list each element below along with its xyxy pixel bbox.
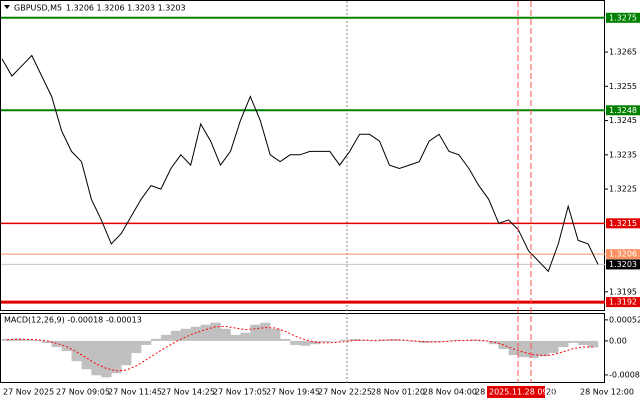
x-tick-label: 20 (546, 388, 556, 397)
macd-bar (250, 324, 261, 341)
cursor-label-box (487, 386, 545, 398)
macd-bar (548, 340, 559, 354)
x-tick-label: 27 Nov 2025 (3, 388, 54, 397)
macd-bar (210, 322, 221, 341)
y-tick-label: 1.3195 (609, 287, 637, 296)
macd-panel-border (0, 313, 605, 383)
level-label-box (606, 297, 640, 308)
macd-bar (61, 340, 72, 352)
x-tick-label: 28 Nov 01:20 (371, 388, 425, 397)
x-tick-label: 27 Nov 14:25 (161, 388, 215, 397)
y-tick-label: 1.3265 (609, 48, 637, 57)
macd-bar (409, 340, 420, 342)
chart-title: GBPUSD,M5 (14, 4, 62, 13)
macd-bar (11, 338, 23, 341)
macd-bar (41, 340, 52, 343)
x-tick-label: 27 Nov 09:05 (56, 388, 110, 397)
macd-bar (319, 340, 331, 343)
macd-bar (240, 332, 251, 341)
macd-bar (160, 334, 172, 341)
level-label: 1.3206 (609, 250, 637, 259)
symbol-icon (4, 5, 10, 9)
macd-bar (300, 340, 311, 346)
price-line (1, 54, 599, 273)
macd-bar (468, 339, 480, 341)
macd-bar (111, 340, 122, 374)
macd-bar (220, 328, 231, 341)
macd-bar (399, 340, 410, 342)
macd-bar (488, 340, 499, 345)
macd-bar (538, 340, 549, 357)
ohlc-values: 1.3206 1.3206 1.3203 1.3203 (66, 4, 186, 13)
level-label-box (606, 249, 640, 260)
macd-bar (280, 338, 291, 341)
y-tick-label: -0.00084 (609, 370, 640, 379)
macd-bar (478, 340, 490, 342)
macd-bar (359, 340, 370, 341)
level-label: 1.3275 (609, 13, 637, 22)
macd-bar (151, 338, 162, 341)
macd-title: MACD(12,26,9) -0.00018 -0.00013 (4, 316, 142, 325)
macd-bar (349, 338, 360, 341)
level-label-box (606, 259, 640, 270)
macd-bar (51, 340, 62, 347)
macd-bar (131, 340, 142, 354)
macd-bar (558, 340, 569, 347)
signal-line (6, 325, 593, 372)
macd-bar (260, 322, 271, 341)
x-tick-label: 27 Nov 19:45 (266, 388, 320, 397)
macd-bar (528, 340, 539, 358)
level-label: 1.3215 (609, 219, 637, 228)
y-tick-label: 1.3225 (609, 185, 637, 194)
y-tick-label: 0.00052 (609, 315, 640, 324)
macd-bar (290, 340, 301, 345)
level-label: 1.3203 (609, 260, 637, 269)
y-tick-label: 1.3255 (609, 82, 637, 91)
macd-bar (449, 340, 460, 341)
level-label: 1.3248 (609, 106, 637, 115)
x-tick-label: 28 (475, 388, 485, 397)
macd-bar (21, 339, 33, 341)
x-tick-label: 28 Nov 12:00 (580, 388, 634, 397)
macd-bar (369, 340, 380, 342)
cursor-label: 2025.11.28 09:35 (489, 388, 560, 397)
level-label-box (606, 12, 640, 23)
x-tick-label: 27 Nov 17:05 (213, 388, 267, 397)
level-label: 1.3192 (609, 298, 637, 307)
macd-bar (439, 340, 450, 342)
macd-bar (200, 324, 211, 341)
macd-bar (101, 340, 112, 378)
macd-bar (568, 340, 579, 343)
level-label-box (606, 218, 640, 229)
macd-bar (230, 334, 241, 341)
x-tick-label: 28 Nov 04:00 (423, 388, 477, 397)
macd-bar (429, 340, 440, 343)
macd-bar (339, 339, 350, 341)
macd-bar (71, 340, 82, 362)
macd-bar (31, 340, 43, 341)
macd-bar (81, 340, 92, 370)
macd-bar (518, 340, 529, 358)
y-tick-label: 0.00 (609, 336, 627, 345)
macd-bar (190, 326, 201, 341)
macd-bar (141, 340, 152, 345)
macd-bar (379, 339, 390, 341)
level-label-box (606, 105, 640, 116)
macd-bar (329, 340, 341, 342)
x-tick-label: 27 Nov 22:25 (318, 388, 372, 397)
macd-bar (170, 330, 182, 341)
macd-bar (121, 340, 132, 366)
macd-bar (588, 340, 599, 348)
macd-bar (180, 328, 192, 341)
macd-bar (270, 328, 281, 341)
macd-bar (578, 340, 589, 345)
y-tick-label: 1.3245 (609, 116, 637, 125)
x-tick-label: 27 Nov 11:45 (108, 388, 162, 397)
y-tick-label: 1.3235 (609, 150, 637, 159)
price-panel-border (0, 0, 605, 311)
macd-bar (508, 340, 519, 356)
macd-bar (91, 340, 102, 376)
